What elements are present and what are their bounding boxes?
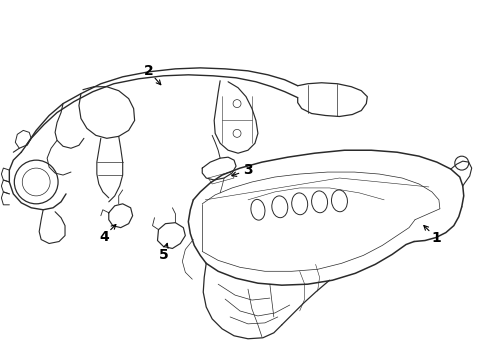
Text: 2: 2 xyxy=(144,64,153,78)
Text: 4: 4 xyxy=(99,230,109,244)
Text: 1: 1 xyxy=(431,230,441,244)
Text: 5: 5 xyxy=(159,248,169,262)
Text: 3: 3 xyxy=(243,163,253,177)
